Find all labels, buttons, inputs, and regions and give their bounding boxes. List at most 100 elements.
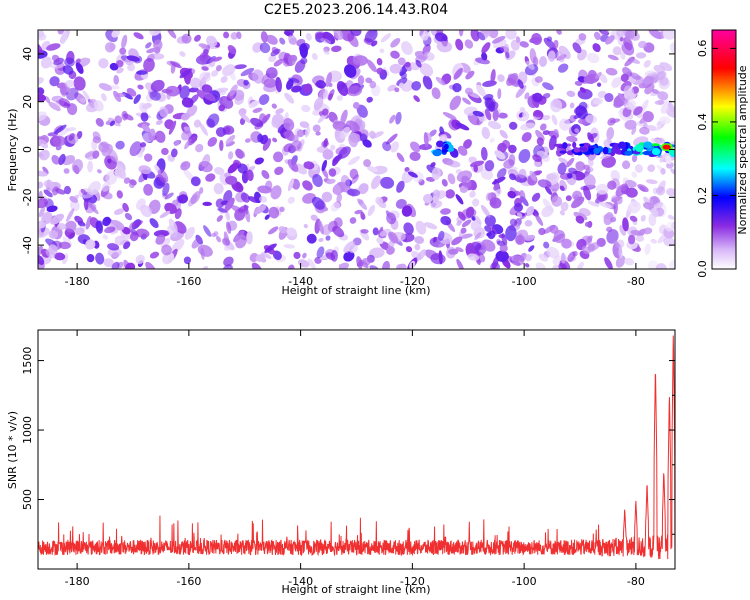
heatmap-cell (546, 173, 558, 180)
heatmap-cell (340, 126, 350, 139)
heatmap-cell (612, 46, 622, 56)
heatmap-cell (524, 92, 530, 100)
heatmap-cell (540, 123, 547, 131)
heatmap-cell (606, 229, 619, 244)
heatmap-cell (216, 215, 223, 222)
heatmap-cell (423, 132, 429, 148)
heatmap-cell (95, 252, 105, 265)
heatmap-feature-cell (441, 149, 449, 153)
heatmap-cell (569, 102, 575, 109)
heatmap-cell (321, 140, 329, 148)
heatmap-cell (74, 227, 85, 236)
heatmap-cell (395, 198, 407, 209)
heatmap-cell (623, 85, 635, 101)
heatmap-cell (166, 30, 177, 39)
heatmap-cell (446, 160, 461, 168)
heatmap-cell (332, 226, 345, 238)
heatmap-cell (133, 32, 144, 40)
heatmap-cell (330, 250, 338, 262)
heatmap-cell (400, 72, 407, 79)
heatmap-cell (114, 115, 123, 124)
heatmap-cell (627, 201, 641, 214)
heatmap-cell (398, 82, 405, 89)
heatmap-cell (286, 227, 297, 237)
heatmap-cell (382, 141, 392, 152)
heatmap-cell (111, 30, 121, 38)
snr-ytick-label: 500 (21, 489, 34, 510)
heatmap-cell (455, 38, 464, 51)
heatmap-cell (272, 250, 282, 261)
snr-ylabel: SNR (10 * v/v) (6, 411, 19, 489)
heatmap-cell (102, 234, 109, 240)
heatmap-cell (619, 36, 624, 42)
heatmap-cell (207, 113, 220, 128)
heatmap-cell (484, 97, 496, 112)
heatmap-cell (631, 126, 637, 135)
heatmap-cell (181, 33, 192, 44)
heatmap-cell (434, 32, 448, 43)
heatmap-cell (551, 114, 558, 126)
heatmap-cell (344, 64, 357, 78)
heatmap-cell (451, 236, 463, 246)
heatmap-cell (414, 243, 421, 251)
spectrogram-xtick-label: -140 (288, 275, 313, 288)
heatmap-cell (213, 183, 224, 195)
heatmap-cell (430, 200, 443, 209)
heatmap-cell (215, 235, 222, 243)
heatmap-cell (190, 176, 201, 187)
heatmap-cell (490, 68, 496, 84)
heatmap-cell (574, 80, 583, 86)
heatmap-cell (611, 77, 622, 88)
heatmap-cell (369, 265, 379, 269)
heatmap-cell (508, 154, 516, 166)
heatmap-cell (57, 30, 65, 35)
colorbar-tick-label: 0.0 (696, 260, 709, 278)
heatmap-cell (575, 161, 586, 171)
heatmap-cell (448, 118, 460, 131)
heatmap-cell (474, 215, 482, 225)
heatmap-cell (38, 77, 44, 85)
heatmap-cell (146, 48, 157, 54)
snr-xtick-label: -100 (512, 575, 537, 588)
heatmap-cell (426, 32, 431, 38)
heatmap-cell (644, 243, 651, 255)
heatmap-cell (546, 246, 560, 259)
heatmap-cell (93, 100, 104, 112)
heatmap-cell (449, 95, 462, 111)
heatmap-cell (227, 151, 234, 160)
heatmap-cell (571, 196, 585, 209)
heatmap-cell (203, 225, 212, 237)
heatmap-cell (266, 34, 278, 45)
heatmap-cell (607, 180, 617, 190)
heatmap-cell (369, 81, 377, 89)
heatmap-cell (38, 87, 45, 95)
heatmap-cell (274, 166, 284, 176)
heatmap-cell (48, 101, 61, 112)
heatmap-marks (38, 30, 675, 269)
heatmap-cell (198, 43, 209, 49)
heatmap-cell (291, 134, 299, 142)
heatmap-cell (659, 152, 671, 163)
heatmap-cell (567, 251, 576, 262)
heatmap-cell (153, 229, 170, 238)
heatmap-cell (330, 144, 336, 151)
heatmap-cell (119, 47, 127, 55)
heatmap-cell (423, 193, 433, 204)
heatmap-cell (556, 51, 565, 63)
heatmap-cell (243, 79, 249, 86)
heatmap-cell (139, 102, 148, 114)
heatmap-cell (183, 169, 195, 182)
heatmap-cell (103, 258, 114, 268)
heatmap-cell (430, 162, 436, 168)
heatmap-cell (294, 59, 306, 73)
heatmap-cell (148, 128, 156, 142)
heatmap-cell (660, 168, 666, 175)
heatmap-cell (572, 42, 582, 54)
heatmap-cell (616, 30, 627, 37)
heatmap-cell (610, 170, 621, 182)
heatmap-cell (223, 245, 232, 251)
heatmap-cell (465, 70, 475, 80)
heatmap-cell (595, 71, 602, 79)
heatmap-cell (629, 72, 641, 80)
heatmap-cell (268, 54, 277, 63)
